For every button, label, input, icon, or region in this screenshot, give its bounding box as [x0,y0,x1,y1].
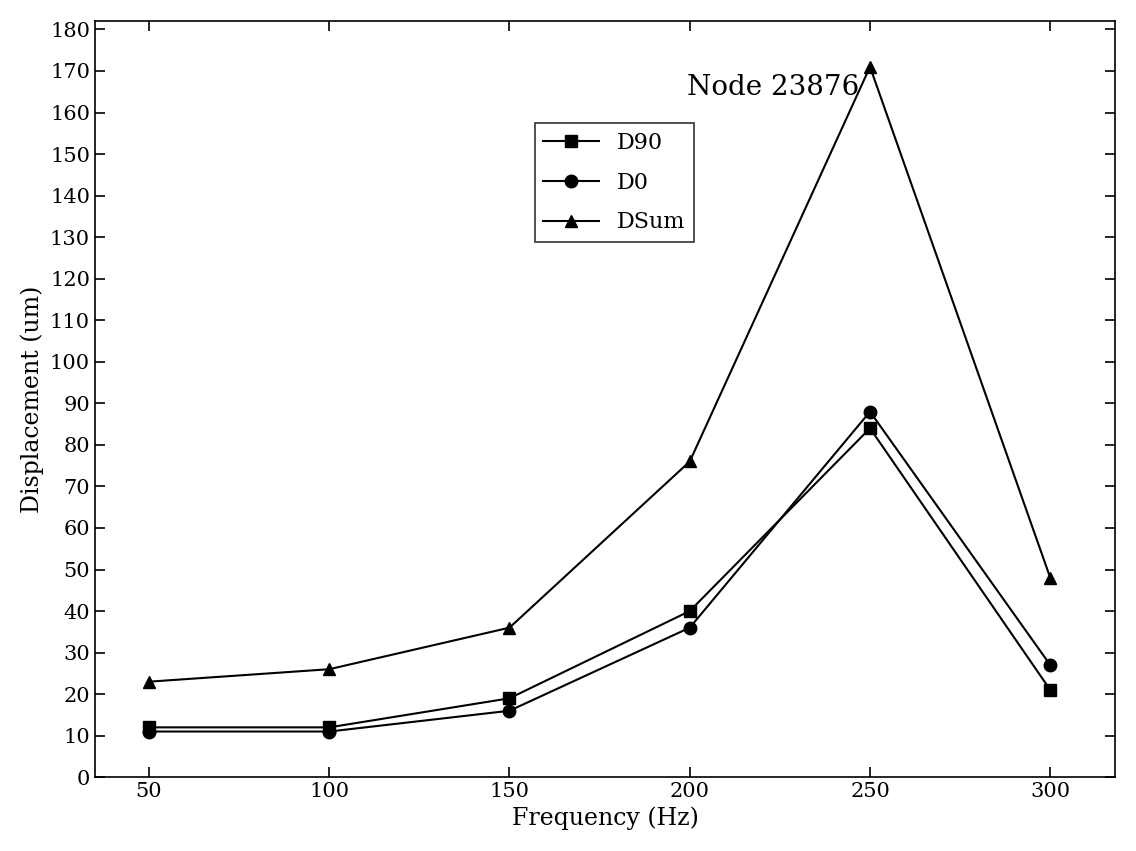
D90 [863,423,877,433]
D0 [142,727,156,737]
Line: D0: D0 [143,405,1056,738]
Legend: D90, D0, DSum: D90, D0, DSum [535,123,694,243]
D0 [863,407,877,417]
D90 [683,606,696,616]
D90 [323,722,336,733]
D90 [503,694,517,704]
D0 [1044,660,1058,670]
Text: Node 23876: Node 23876 [686,74,859,101]
D90 [142,722,156,733]
Y-axis label: Displacement (um): Displacement (um) [20,285,44,513]
Line: D90: D90 [143,422,1056,734]
D90 [1044,685,1058,695]
DSum [683,456,696,466]
Line: DSum: DSum [143,60,1056,688]
D0 [323,727,336,737]
DSum [1044,573,1058,583]
DSum [503,623,517,633]
D0 [503,705,517,716]
X-axis label: Frequency (Hz): Frequency (Hz) [511,807,699,831]
DSum [863,62,877,72]
DSum [323,664,336,674]
D0 [683,623,696,633]
DSum [142,677,156,687]
